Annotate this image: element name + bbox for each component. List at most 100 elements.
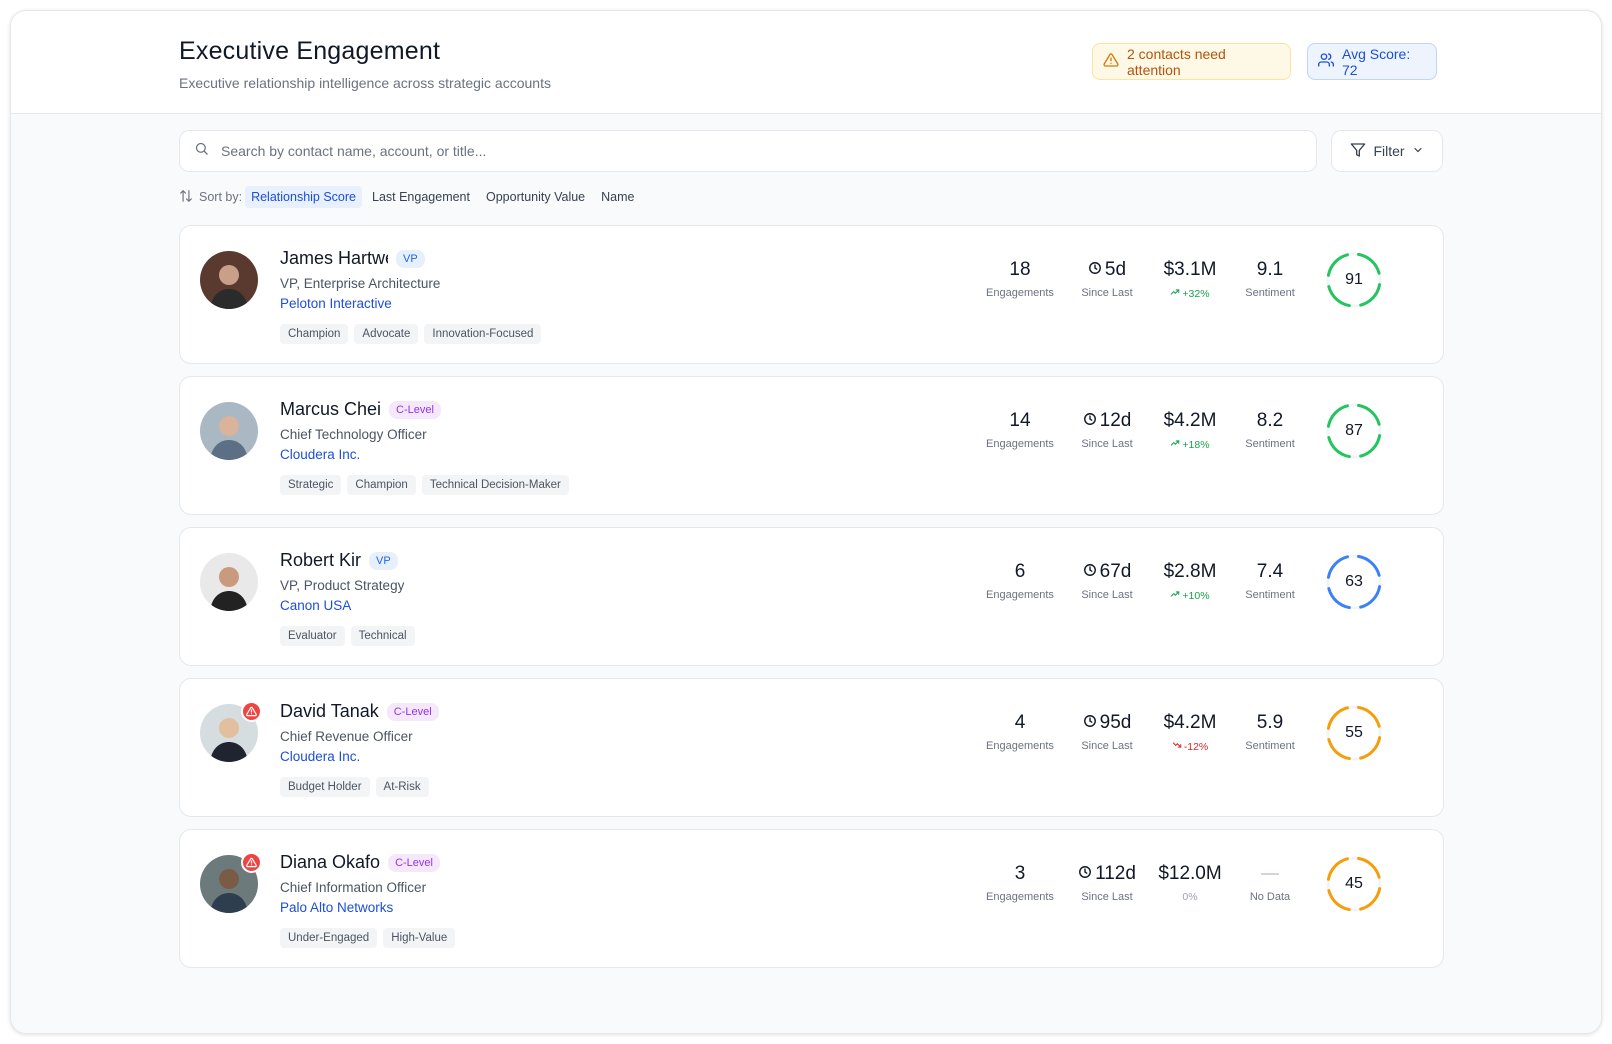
contact-card[interactable]: Robert Kir VP VP, Product Strategy Canon… xyxy=(179,527,1444,666)
opportunity-trend: +32% xyxy=(1152,287,1228,300)
since-last-label: Since Last xyxy=(1081,287,1133,299)
contact-tag: High-Value xyxy=(383,928,456,948)
sentiment-label: Sentiment xyxy=(1245,438,1295,450)
level-badge: C-Level xyxy=(389,400,441,419)
contact-card[interactable]: James Hartwe VP VP, Enterprise Architect… xyxy=(179,225,1444,364)
sentiment-metric: 7.4 Sentiment xyxy=(1230,560,1310,601)
contact-name[interactable]: David Tanak xyxy=(280,701,379,721)
page-title: Executive Engagement xyxy=(179,37,441,65)
sort-option-last-engagement[interactable]: Last Engagement xyxy=(372,190,470,204)
opportunity-value: $2.8M xyxy=(1163,561,1217,582)
contact-card[interactable]: David Tanak C-Level Chief Revenue Office… xyxy=(179,678,1444,817)
sort-icon xyxy=(179,189,193,206)
chevron-down-icon xyxy=(1412,143,1424,159)
contact-card[interactable]: Diana Okafo C-Level Chief Information Of… xyxy=(179,829,1444,968)
sort-option-relationship-score[interactable]: Relationship Score xyxy=(245,186,362,208)
engagements-metric: 14 Engagements xyxy=(980,409,1060,450)
sort-option-name[interactable]: Name xyxy=(601,190,635,204)
contact-tag: Advocate xyxy=(354,324,419,344)
since-last-metric: 112d Since Last xyxy=(1072,862,1142,903)
relationship-score-ring: 45 xyxy=(1325,855,1383,913)
contact-name[interactable]: James Hartwe xyxy=(280,248,388,268)
account-link[interactable]: Palo Alto Networks xyxy=(280,900,394,915)
account-link[interactable]: Cloudera Inc. xyxy=(280,749,361,764)
opportunity-value: $4.2M xyxy=(1163,410,1217,431)
engagements-value: 3 xyxy=(1014,863,1026,884)
contact-name[interactable]: Robert Kir xyxy=(280,550,362,570)
engagements-metric: 18 Engagements xyxy=(980,258,1060,299)
sort-bar: Sort by: Relationship Score Last Engagem… xyxy=(179,185,644,209)
since-last-value: 95d xyxy=(1099,712,1132,733)
since-last-label: Since Last xyxy=(1081,891,1133,903)
sentiment-label: Sentiment xyxy=(1245,589,1295,601)
opportunity-trend: -12% xyxy=(1152,740,1228,753)
engagements-label: Engagements xyxy=(986,891,1054,903)
engagements-metric: 6 Engagements xyxy=(980,560,1060,601)
relationship-score-ring: 55 xyxy=(1325,704,1383,762)
sentiment-metric: 9.1 Sentiment xyxy=(1230,258,1310,299)
clock-icon xyxy=(1088,259,1102,281)
sentiment-value: 8.2 xyxy=(1256,410,1284,431)
users-icon xyxy=(1318,52,1335,71)
avatar[interactable] xyxy=(200,852,262,913)
opportunity-metric: $3.1M +32% xyxy=(1152,258,1228,300)
trend-up-icon xyxy=(1170,438,1180,451)
contact-name[interactable]: Diana Okafo xyxy=(280,852,381,872)
level-badge: VP xyxy=(369,551,398,570)
attention-alert-button[interactable]: 2 contacts need attention xyxy=(1092,43,1291,80)
opportunity-value: $12.0M xyxy=(1158,863,1222,884)
since-last-value: 112d xyxy=(1095,863,1136,884)
opportunity-metric: $12.0M 0% xyxy=(1152,862,1228,903)
relationship-score-ring: 91 xyxy=(1325,251,1383,309)
relationship-score-value: 63 xyxy=(1345,573,1363,590)
search-icon xyxy=(194,141,209,161)
avg-score-badge[interactable]: Avg Score: 72 xyxy=(1307,43,1437,80)
page-subtitle: Executive relationship intelligence acro… xyxy=(179,75,551,91)
avatar[interactable] xyxy=(200,701,262,762)
opportunity-metric: $2.8M +10% xyxy=(1152,560,1228,602)
trend-down-icon xyxy=(1172,740,1182,753)
contact-tag: Under-Engaged xyxy=(280,928,378,948)
engagements-label: Engagements xyxy=(986,438,1054,450)
opportunity-trend-value: +18% xyxy=(1182,438,1210,451)
clock-icon xyxy=(1083,712,1097,734)
relationship-score-value: 55 xyxy=(1345,724,1363,741)
sentiment-metric: No Data xyxy=(1230,862,1310,903)
sentiment-value: 9.1 xyxy=(1256,259,1284,280)
avatar[interactable] xyxy=(200,251,258,309)
contact-card[interactable]: Marcus Chei C-Level Chief Technology Off… xyxy=(179,376,1444,515)
account-link[interactable]: Peloton Interactive xyxy=(280,296,392,311)
engagements-label: Engagements xyxy=(986,287,1054,299)
clock-icon xyxy=(1078,863,1092,885)
level-badge: C-Level xyxy=(386,702,439,721)
account-link[interactable]: Canon USA xyxy=(280,598,352,613)
avatar[interactable] xyxy=(200,402,258,460)
contact-name[interactable]: Marcus Chei xyxy=(280,399,382,419)
alert-icon xyxy=(241,701,262,722)
opportunity-value: $3.1M xyxy=(1163,259,1217,280)
attention-label: 2 contacts need attention xyxy=(1127,45,1226,78)
no-data-dash xyxy=(1261,873,1279,875)
engagements-metric: 3 Engagements xyxy=(980,862,1060,903)
sentiment-value: 7.4 xyxy=(1256,561,1284,582)
page-header: Executive Engagement Executive relations… xyxy=(11,11,1601,114)
relationship-score-ring: 87 xyxy=(1325,402,1383,460)
warning-icon xyxy=(1103,52,1119,71)
sort-option-opportunity-value[interactable]: Opportunity Value xyxy=(486,190,586,204)
account-link[interactable]: Cloudera Inc. xyxy=(280,447,361,462)
opportunity-trend-value: 0% xyxy=(1182,891,1198,903)
trend-up-icon xyxy=(1170,287,1180,300)
engagements-value: 18 xyxy=(1009,259,1031,280)
opportunity-trend-value: +32% xyxy=(1182,287,1210,300)
contact-tag: Evaluator xyxy=(280,626,345,646)
since-last-label: Since Last xyxy=(1081,740,1133,752)
contact-title: Chief Revenue Officer xyxy=(280,729,413,744)
sentiment-metric: 8.2 Sentiment xyxy=(1230,409,1310,450)
avatar[interactable] xyxy=(200,553,258,611)
sentiment-label: Sentiment xyxy=(1245,287,1295,299)
since-last-metric: 95d Since Last xyxy=(1072,711,1142,752)
search-input[interactable] xyxy=(221,143,1281,159)
contact-title: VP, Enterprise Architecture xyxy=(280,276,441,291)
contact-tag: Innovation-Focused xyxy=(424,324,542,344)
filter-button[interactable]: Filter xyxy=(1331,130,1443,172)
